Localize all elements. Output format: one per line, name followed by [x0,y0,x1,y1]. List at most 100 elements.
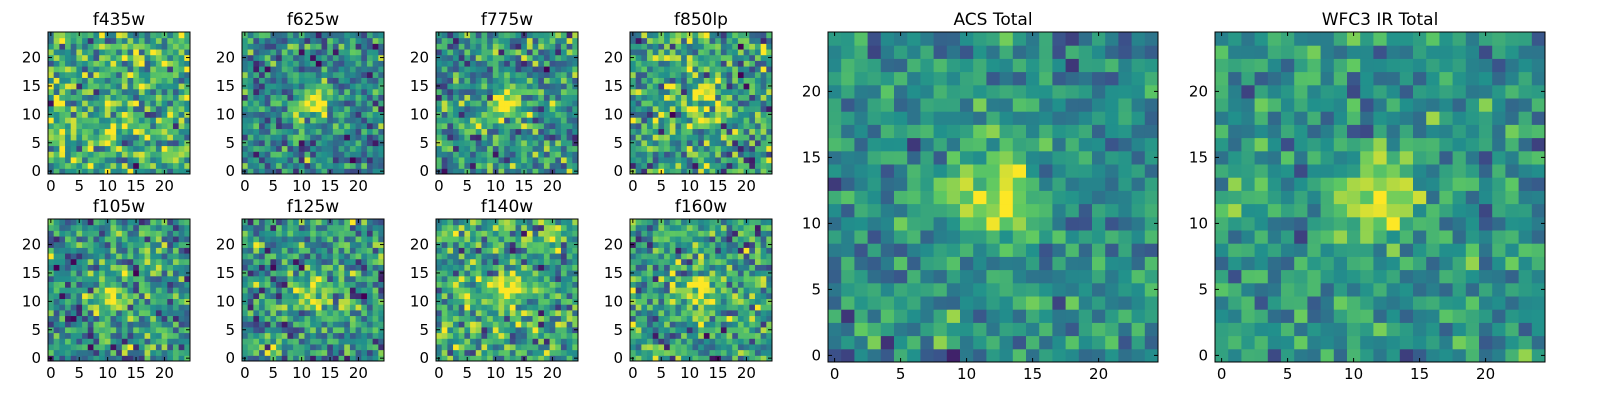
heatmap-cell [526,54,534,61]
heatmap-cell [709,338,716,345]
heatmap-cell [321,156,328,164]
heatmap-cell [715,162,722,169]
heatmap-cell [355,270,362,277]
heatmap-cell [366,60,374,67]
heatmap-cell [150,49,157,56]
heatmap-cell [104,49,111,56]
heatmap-cell [652,309,659,317]
heatmap-cell [470,37,477,44]
heatmap-cell [287,139,294,147]
heatmap-cell [572,292,579,300]
heatmap-cell [133,100,140,107]
heatmap-cell [361,111,368,118]
heatmap-cell [167,156,174,164]
heatmap-cell [526,326,534,334]
heatmap-cell [658,332,665,339]
heatmap-cell [538,258,545,265]
heatmap-cell [709,134,716,141]
heatmap-cell [366,168,374,175]
heatmap-cell [453,168,460,175]
heatmap-cell [161,275,168,282]
heatmap-cell [447,100,454,107]
heatmap-cell [287,281,294,288]
heatmap-cell [681,338,688,345]
heatmap-cell [264,281,271,288]
heatmap-cell [532,241,539,248]
heatmap-cell [82,83,89,90]
heatmap-cell [754,326,762,334]
heatmap-cell [475,332,482,339]
heatmap-cell [253,349,260,356]
heatmap-cell [281,37,288,44]
heatmap-cell [270,60,277,67]
heatmap-cell [675,117,682,124]
heatmap-cell [675,49,682,56]
heatmap-cell [298,122,305,130]
heatmap-cell [144,264,151,271]
heatmap-cell [709,304,716,311]
heatmap-cell [526,355,534,362]
heatmap-cell [327,122,334,130]
heatmap-cell [264,77,271,84]
heatmap-cell [253,292,260,300]
heatmap-cell [104,134,111,141]
heatmap-cell [116,309,123,317]
heatmap-cell [549,304,556,311]
heatmap-cell [560,168,568,175]
heatmap-cell [647,43,654,50]
heatmap-cell [532,315,539,322]
heatmap-cell [566,105,573,113]
heatmap-cell [504,343,511,351]
heatmap-cell [150,32,157,39]
heatmap-cell [436,292,443,300]
heatmap-cell [732,128,739,135]
heatmap-cell [698,43,705,50]
heatmap-cell [669,100,676,107]
heatmap-cell [366,83,374,90]
heatmap-cell [703,83,711,90]
heatmap-cell [259,275,266,282]
heatmap-cell [509,66,517,73]
heatmap-cell [766,49,773,56]
heatmap-cell [287,298,294,305]
heatmap-cell [538,349,545,356]
heatmap-cell [247,168,254,175]
heatmap-cell [498,145,505,152]
heatmap-cell [82,321,89,328]
heatmap-cell [349,253,357,260]
heatmap-cell [48,151,55,158]
heatmap-cell [543,32,551,39]
heatmap-cell [698,139,705,147]
heatmap-cell [338,32,345,39]
heatmap-cell [647,151,654,158]
heatmap-cell [155,94,163,101]
heatmap-cell [652,49,659,56]
heatmap-cell [48,275,55,282]
heatmap-cell [48,49,55,56]
heatmap-cell [87,275,94,282]
heatmap-cell [355,100,362,107]
heatmap-cell [560,32,568,39]
heatmap-cell [453,281,460,288]
heatmap-cell [138,292,146,300]
heatmap-cell [133,83,140,90]
heatmap-cell [766,275,773,282]
heatmap-cell [167,134,174,141]
heatmap-cell [647,111,654,118]
heatmap-cell [144,60,151,67]
y-tick-label: 5 [419,321,429,339]
heatmap-cell [242,60,249,67]
heatmap-cell [110,326,117,334]
heatmap-cell [641,32,648,39]
heatmap-cell [521,253,528,260]
heatmap-cell [652,117,659,124]
heatmap-cell [453,83,460,90]
heatmap-cell [338,54,345,61]
heatmap-cell [127,258,134,265]
heatmap-cell [675,134,682,141]
heatmap-cell [703,349,711,356]
heatmap-cell [321,66,328,73]
heatmap-cell [99,54,106,61]
heatmap-cell [104,43,111,50]
heatmap-cell [184,275,191,282]
